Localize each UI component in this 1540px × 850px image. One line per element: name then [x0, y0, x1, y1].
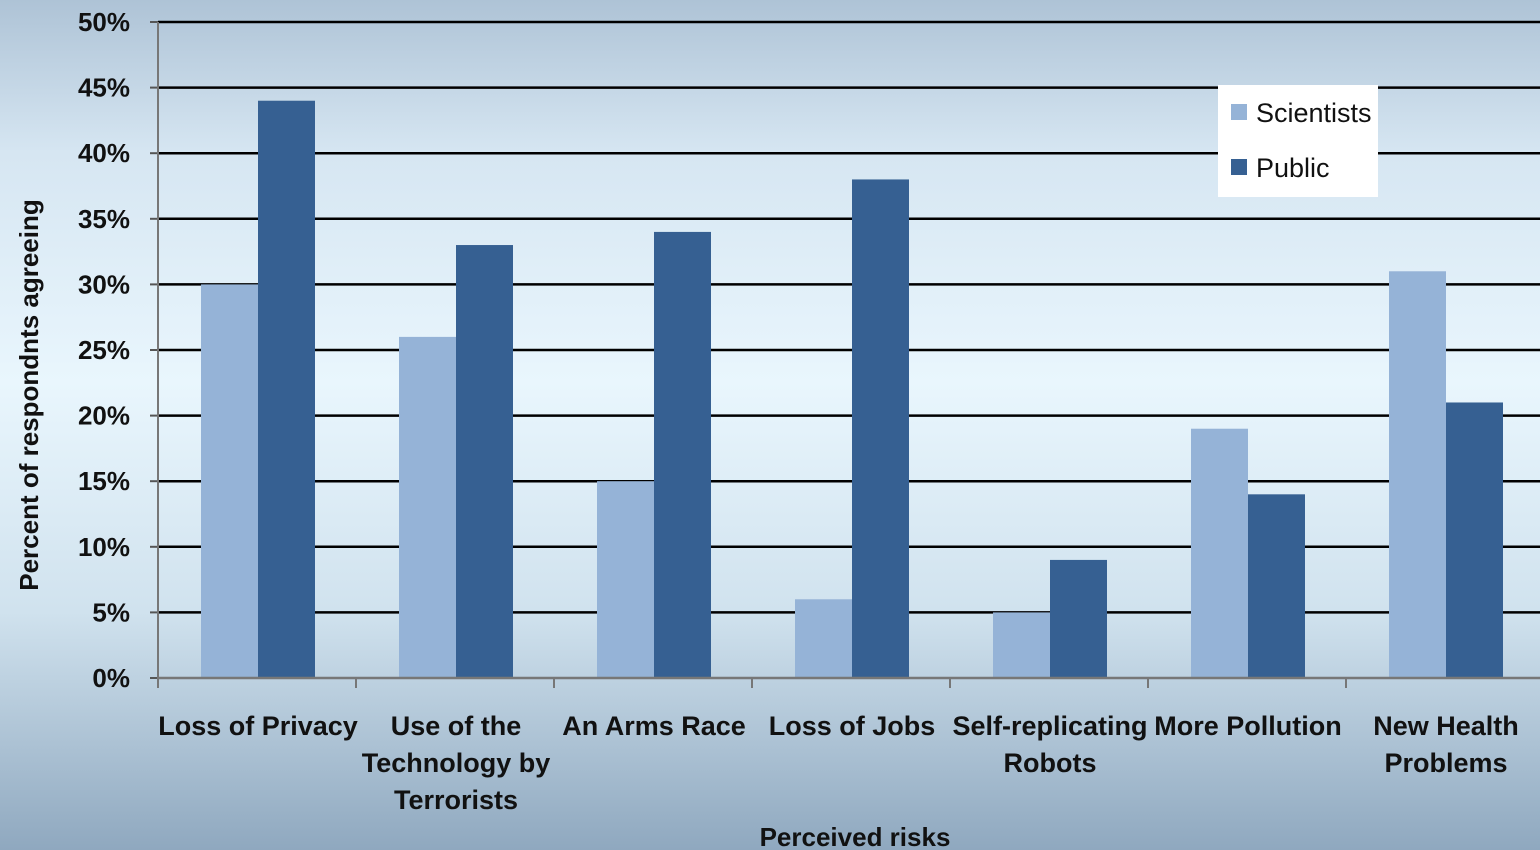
legend-label-scientists: Scientists	[1256, 98, 1372, 128]
bars	[201, 100, 1503, 679]
y-tick-label: 20%	[78, 401, 130, 431]
y-tick-label: 30%	[78, 269, 130, 299]
bar-public-1	[258, 100, 315, 679]
bar-scientists-7	[1389, 271, 1446, 678]
y-tick-label: 5%	[92, 597, 130, 627]
x-category-label: Self-replicating Robots	[952, 711, 1147, 778]
legend: Scientists Public	[1218, 85, 1378, 197]
bar-scientists-6	[1191, 428, 1248, 678]
x-category-label: More Pollution	[1154, 711, 1341, 741]
x-axis-title: Perceived risks	[760, 822, 951, 850]
bar-scientists-3	[597, 481, 654, 678]
gridlines	[150, 20, 1540, 679]
y-tick-label: 10%	[78, 532, 130, 562]
x-category-label: An Arms Race	[562, 711, 746, 741]
bar-public-6	[1248, 494, 1305, 678]
bar-scientists-5	[993, 612, 1050, 678]
y-tick-label: 25%	[78, 335, 130, 365]
bar-scientists-2	[399, 336, 456, 678]
legend-swatch-public	[1231, 159, 1247, 175]
bar-public-5	[1050, 559, 1107, 678]
bar-public-3	[654, 231, 711, 679]
y-tick-label: 40%	[78, 138, 130, 168]
y-tick-label: 50%	[78, 7, 130, 37]
y-axis-title: Percent of respondnts agreeing	[14, 199, 44, 591]
y-tick-label: 45%	[78, 73, 130, 103]
x-category-label: Loss of Privacy	[158, 711, 358, 741]
legend-label-public: Public	[1256, 153, 1330, 183]
bar-public-4	[852, 179, 909, 678]
x-category-label: New Health Problems	[1373, 711, 1519, 778]
x-category-labels: Loss of Privacy Use of the Technology by Te…	[158, 711, 1519, 815]
legend-swatch-scientists	[1231, 104, 1247, 120]
y-tick-label: 15%	[78, 466, 130, 496]
y-tick-label: 35%	[78, 204, 130, 234]
bar-public-2	[456, 245, 513, 679]
legend-box	[1218, 85, 1378, 197]
axes	[157, 22, 1540, 688]
bar-scientists-4	[795, 599, 852, 678]
bar-public-7	[1446, 402, 1503, 678]
bar-scientists-1	[201, 284, 258, 678]
x-category-label: Use of the Technology by Terrorists	[362, 711, 551, 815]
y-tick-labels: 0% 5% 10% 15% 20% 25% 30% 35% 40% 45% 50%	[78, 7, 130, 693]
y-tick-label: 0%	[92, 663, 130, 693]
x-category-label: Loss of Jobs	[769, 711, 936, 741]
